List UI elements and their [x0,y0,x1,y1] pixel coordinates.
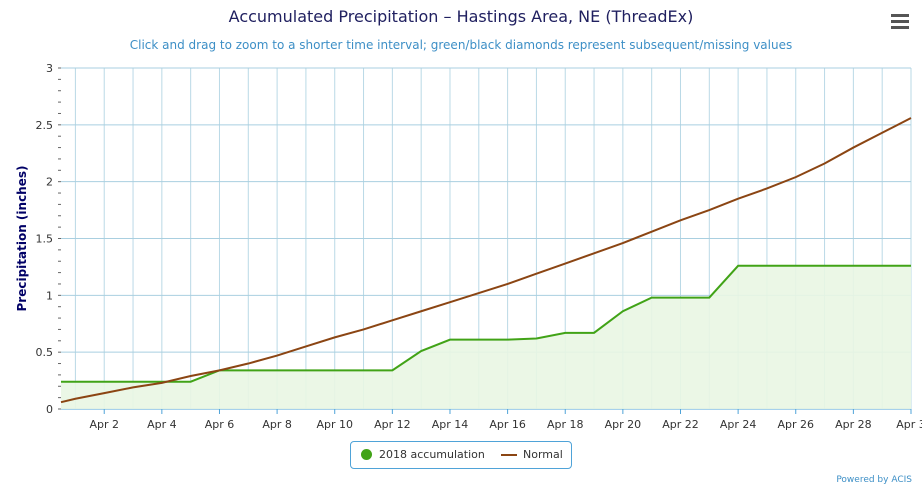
x-tick-label: Apr 22 [662,418,699,431]
x-tick-label: Apr 10 [316,418,353,431]
x-tick-label: Apr 24 [720,418,757,431]
x-tick-label: Apr 28 [835,418,872,431]
y-tick-label: 1 [46,289,53,302]
credits-link[interactable]: Powered by ACIS [836,475,912,485]
chart-subtitle: Click and drag to zoom to a shorter time… [129,38,793,52]
normal-line[interactable] [60,117,912,404]
legend-label-accumulation: 2018 accumulation [379,448,485,461]
legend-marker-normal [501,453,517,456]
y-tick-label: 0.5 [36,346,54,359]
y-tick-label: 2.5 [36,119,54,132]
x-tick-label: Apr 2 [89,418,119,431]
x-tick-label: Apr 12 [374,418,411,431]
legend-item-normal[interactable]: Normal [501,448,563,461]
y-axis-label: Precipitation (inches) [15,166,29,312]
x-tick-label: Apr 18 [547,418,584,431]
accumulation-line[interactable] [61,264,911,383]
y-tick-label: 0 [46,403,53,416]
legend-label-normal: Normal [523,448,563,461]
x-tick-label: Apr 8 [262,418,292,431]
x-tick-label: Apr 14 [432,418,469,431]
accumulation-area [61,265,911,409]
chart-title: Accumulated Precipitation – Hastings Are… [228,7,694,26]
x-tick-label: Apr 20 [605,418,642,431]
y-tick-label: 2 [46,176,53,189]
x-tick-label: Apr 6 [205,418,235,431]
x-tick-label: Apr 16 [489,418,526,431]
y-tick-label: 3 [46,62,53,75]
x-tick-label: Apr 4 [147,418,177,431]
legend-marker-accumulation [361,449,372,460]
x-tick-label: Apr 3 [896,418,922,431]
y-tick-label: 1.5 [36,233,54,246]
legend-item-accumulation[interactable]: 2018 accumulation [361,448,485,461]
chart-legend: 2018 accumulation Normal [350,441,572,469]
x-tick-label: Apr 26 [777,418,814,431]
hamburger-menu-icon[interactable] [890,13,910,33]
